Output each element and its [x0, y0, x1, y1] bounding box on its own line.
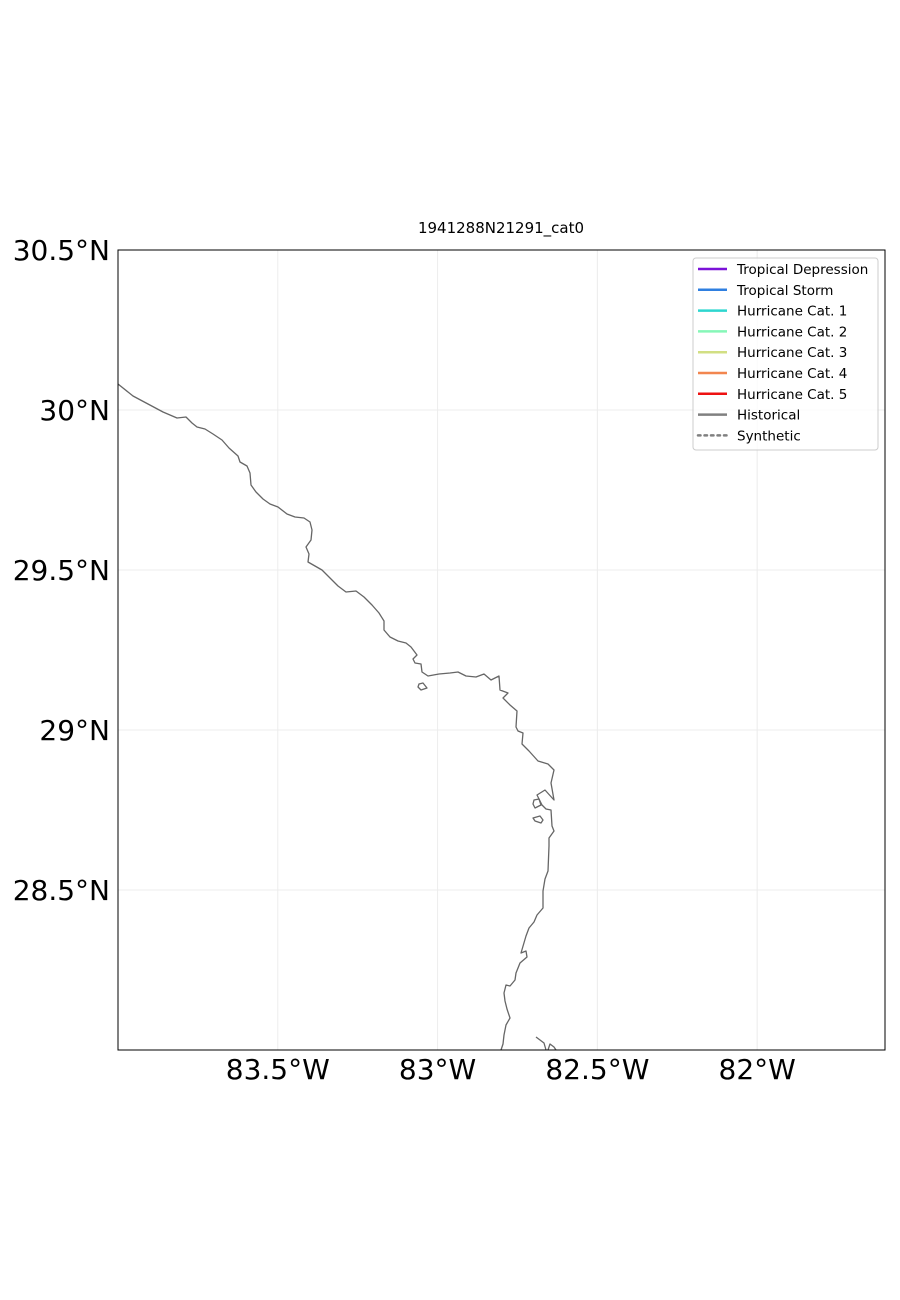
coastline-mainland [117, 383, 555, 1051]
lat-tick-label: 30°N [39, 394, 110, 427]
coastline [117, 383, 557, 1051]
island [532, 798, 542, 809]
legend-label: Hurricane Cat. 1 [737, 304, 847, 320]
map-title: 1941288N21291_cat0 [418, 219, 584, 238]
lon-tick-label: 82.5°W [545, 1053, 649, 1086]
coastline-south [535, 1036, 557, 1051]
legend-label: Hurricane Cat. 5 [737, 387, 847, 403]
lon-tick-label: 83.5°W [226, 1053, 330, 1086]
legend-label: Hurricane Cat. 2 [737, 324, 847, 340]
legend-label: Hurricane Cat. 4 [737, 366, 847, 382]
lat-tick-labels: 30.5°N 30°N 29.5°N 29°N 28.5°N [13, 234, 110, 907]
lat-tick-label: 29.5°N [13, 554, 110, 587]
lat-tick-label: 28.5°N [13, 874, 110, 907]
lon-tick-label: 83°W [399, 1053, 476, 1086]
gridlines [118, 249, 885, 1050]
legend-label: Tropical Storm [736, 283, 833, 299]
map-frame [117, 249, 886, 1051]
legend-label: Synthetic [737, 428, 801, 444]
lat-tick-label: 30.5°N [13, 234, 110, 267]
island [417, 682, 428, 691]
legend-label: Hurricane Cat. 3 [737, 345, 847, 361]
legend: Tropical Depression Tropical Storm Hurrica… [692, 257, 879, 451]
legend-box [692, 257, 879, 451]
lon-tick-labels: 83.5°W 83°W 82.5°W 82°W [226, 1053, 796, 1086]
legend-label: Tropical Depression [736, 262, 868, 278]
island [532, 815, 544, 824]
lat-tick-label: 29°N [39, 714, 110, 747]
lon-tick-label: 82°W [719, 1053, 796, 1086]
legend-label: Historical [737, 408, 800, 424]
